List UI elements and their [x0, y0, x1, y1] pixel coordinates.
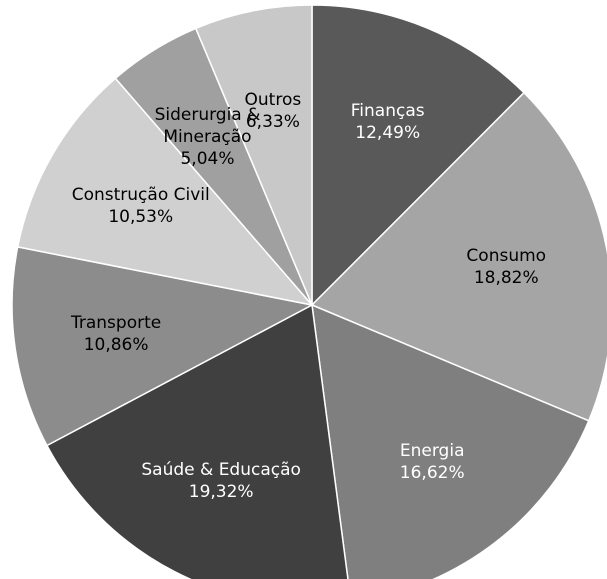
- value-label: 18,82%: [473, 267, 539, 288]
- slice-label: Construção Civil 10,53%: [56, 184, 226, 228]
- pie-slice: [311, 303, 590, 579]
- category-label: Construção Civil: [71, 184, 210, 205]
- pie-slice: [45, 303, 349, 579]
- category-label: Finanças: [350, 101, 425, 122]
- pie-slice: [194, 4, 313, 306]
- value-label: 10,86%: [83, 334, 149, 355]
- slice-label: Energia 16,62%: [347, 440, 517, 484]
- slice-label: Siderurgia & Mineração 5,04%: [147, 104, 267, 170]
- category-label: Outros: [244, 89, 302, 110]
- pie-slice: [311, 4, 526, 307]
- pie-slice: [310, 91, 607, 422]
- slice-label: Outros 6,33%: [188, 89, 358, 133]
- slice-label: Consumo 18,82%: [421, 245, 591, 289]
- category-label: Transporte: [70, 312, 162, 333]
- value-label: 5,04%: [180, 148, 235, 169]
- value-label: 6,33%: [245, 111, 300, 132]
- slice-label: Saúde & Educação 19,32%: [136, 459, 306, 503]
- category-label: Consumo: [466, 245, 547, 266]
- slice-label: Transporte 10,86%: [31, 312, 201, 356]
- category-label: Energia: [399, 441, 465, 462]
- value-label: 12,49%: [355, 123, 421, 144]
- value-label: 10,53%: [108, 206, 174, 227]
- pie-slice: [11, 246, 315, 447]
- category-label: Saúde & Educação: [141, 459, 301, 480]
- pie-slice: [16, 77, 314, 307]
- value-label: 16,62%: [399, 463, 465, 484]
- value-label: 19,32%: [188, 481, 254, 502]
- slice-label: Finanças 12,49%: [303, 100, 473, 144]
- category-label: Siderurgia & Mineração: [154, 104, 261, 147]
